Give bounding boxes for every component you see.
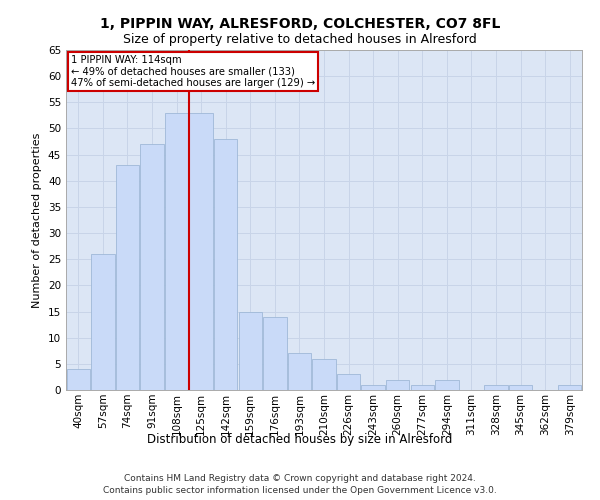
Text: Size of property relative to detached houses in Alresford: Size of property relative to detached ho… [123,32,477,46]
Bar [361,385,385,390]
Bar [67,369,90,390]
Bar [214,139,238,390]
Bar [263,317,287,390]
Text: 1, PIPPIN WAY, ALRESFORD, COLCHESTER, CO7 8FL: 1, PIPPIN WAY, ALRESFORD, COLCHESTER, CO… [100,18,500,32]
Bar [165,113,188,390]
Bar [484,385,508,390]
Text: Distribution of detached houses by size in Alresford: Distribution of detached houses by size … [148,432,452,446]
Y-axis label: Number of detached properties: Number of detached properties [32,132,43,308]
Bar [558,385,581,390]
Bar [386,380,409,390]
Bar [410,385,434,390]
Bar [91,254,115,390]
Bar [288,354,311,390]
Bar [190,113,213,390]
Bar [509,385,532,390]
Text: Contains HM Land Registry data © Crown copyright and database right 2024.
Contai: Contains HM Land Registry data © Crown c… [103,474,497,495]
Bar [239,312,262,390]
Text: 1 PIPPIN WAY: 114sqm
← 49% of detached houses are smaller (133)
47% of semi-deta: 1 PIPPIN WAY: 114sqm ← 49% of detached h… [71,55,316,88]
Bar [116,165,139,390]
Bar [337,374,360,390]
Bar [140,144,164,390]
Bar [313,358,335,390]
Bar [435,380,458,390]
